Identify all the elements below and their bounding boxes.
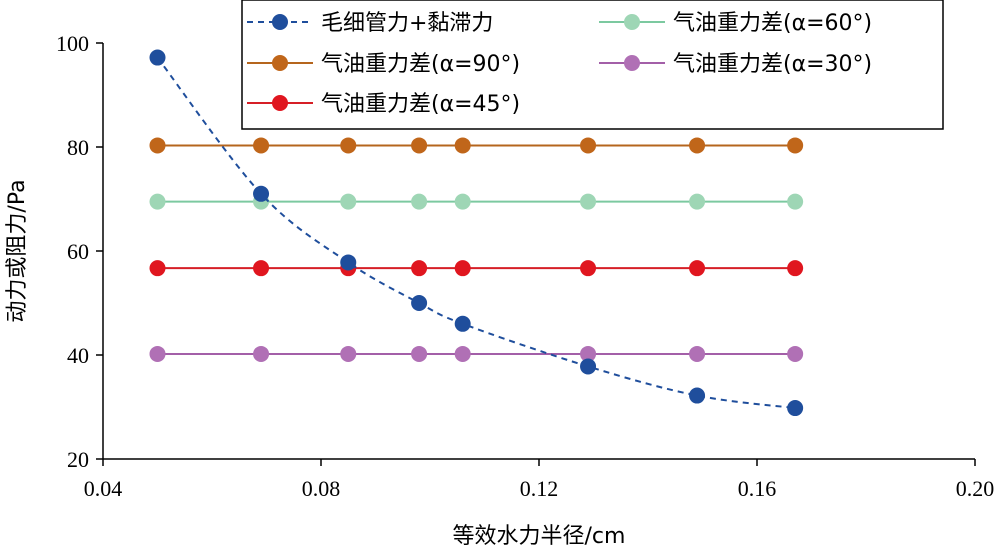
series-3-point xyxy=(411,193,428,210)
series-4-point xyxy=(689,345,706,362)
series-3-point xyxy=(580,193,597,210)
y-tick-label: 80 xyxy=(67,135,89,160)
legend-marker-2 xyxy=(272,95,288,111)
legend-box xyxy=(241,0,944,130)
series-4-point xyxy=(454,345,471,362)
series-1-point xyxy=(454,137,471,154)
series-0-point xyxy=(411,295,428,311)
y-tick-label: 40 xyxy=(67,343,89,368)
y-tick-label: 60 xyxy=(67,239,89,264)
legend-marker-4 xyxy=(624,55,640,71)
series-2-point xyxy=(253,260,270,277)
legend-label-0: 毛细管力+黏滞力 xyxy=(321,11,493,36)
series-4-point xyxy=(787,345,804,362)
series-4-point xyxy=(149,345,166,362)
series-3-point xyxy=(149,193,166,210)
series-0-point xyxy=(149,49,166,66)
x-tick-label: 0.12 xyxy=(520,476,559,501)
series-0-point xyxy=(689,387,706,404)
series-2-point xyxy=(689,260,706,277)
series-1-point xyxy=(340,137,357,154)
series-0-point xyxy=(787,400,804,417)
series-3-point xyxy=(340,193,357,210)
series-3-point xyxy=(689,193,706,210)
series-1-point xyxy=(149,137,166,154)
legend-marker-3 xyxy=(624,14,640,30)
series-1-point xyxy=(580,137,597,154)
x-tick-label: 0.08 xyxy=(302,476,341,501)
series-2-point xyxy=(787,260,804,277)
x-tick-label: 0.04 xyxy=(84,476,123,501)
series-3-point xyxy=(454,193,471,210)
series-4-point xyxy=(340,345,357,362)
series-1-point xyxy=(411,137,428,154)
series-0-point xyxy=(580,358,597,375)
series-4-point xyxy=(253,345,270,362)
series-2-point xyxy=(149,260,166,277)
series-2-point xyxy=(580,260,597,277)
legend-label-1: 气油重力差(α=90°) xyxy=(321,52,520,77)
series-2-point xyxy=(454,260,471,277)
x-tick-label: 0.16 xyxy=(738,476,777,501)
series-1-point xyxy=(253,137,270,154)
series-line-0 xyxy=(156,56,796,410)
y-tick-label: 100 xyxy=(56,31,89,56)
series-layer xyxy=(149,49,804,417)
legend-marker-0 xyxy=(272,14,288,30)
series-1-point xyxy=(787,137,804,154)
series-0-point xyxy=(340,254,357,271)
x-ticks: 0.04 0.08 0.12 0.16 0.20 xyxy=(84,459,995,501)
series-0-point xyxy=(454,315,471,332)
series-4-point xyxy=(411,345,428,362)
legend-marker-1 xyxy=(272,55,288,71)
series-3-point xyxy=(787,193,804,210)
y-axis-title: 动力或阻力/Pa xyxy=(5,179,30,322)
series-0-point xyxy=(253,185,270,202)
series-2-point xyxy=(411,260,428,277)
legend-label-2: 气油重力差(α=45°) xyxy=(321,92,520,117)
y-tick-label: 20 xyxy=(67,447,89,472)
legend-label-4: 气油重力差(α=30°) xyxy=(673,52,872,77)
legend: 毛细管力+黏滞力 气油重力差(α=60°) 气油重力差(α=90°) 气油重力差(α=… xyxy=(241,0,944,130)
series-4-point xyxy=(580,345,597,362)
x-axis-title: 等效水力半径/cm xyxy=(453,524,626,549)
x-tick-label: 0.20 xyxy=(956,476,995,501)
series-1-point xyxy=(689,137,706,154)
legend-label-3: 气油重力差(α=60°) xyxy=(673,11,872,36)
y-ticks: 20 40 60 80 100 xyxy=(56,31,103,472)
